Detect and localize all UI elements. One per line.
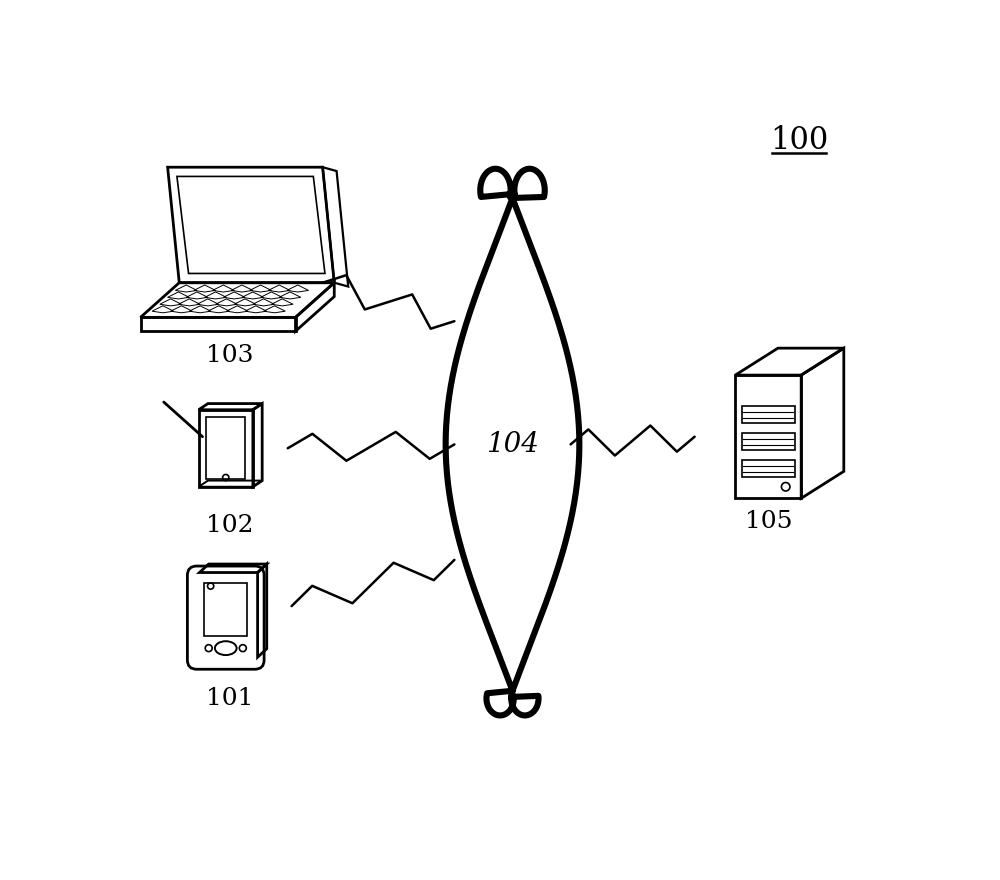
Text: 104: 104 [486, 431, 539, 458]
Text: 103: 103 [206, 344, 253, 367]
Text: 102: 102 [206, 514, 253, 537]
Polygon shape [446, 169, 579, 715]
Text: 100: 100 [770, 125, 828, 156]
Text: 105: 105 [744, 510, 792, 533]
Text: 101: 101 [206, 687, 253, 710]
